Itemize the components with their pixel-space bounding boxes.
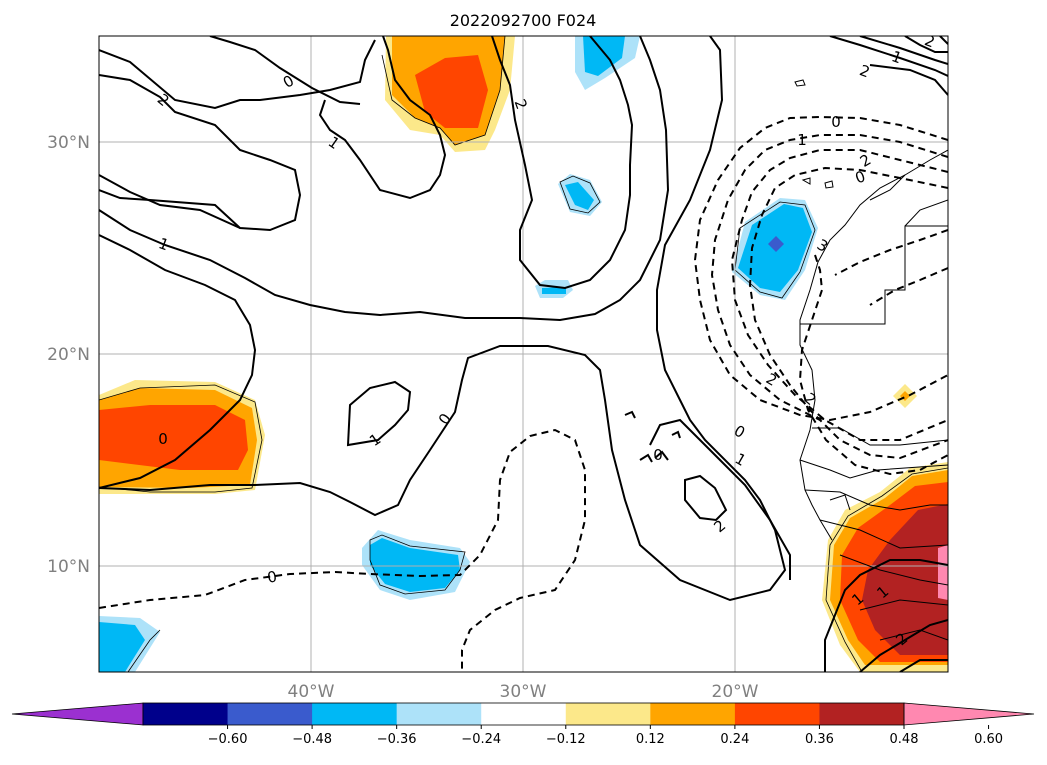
contour-label: 0: [831, 113, 841, 131]
map-area: 2 0 1 2 0 1 2 0 1 1 0 0 0 1 2 2 2 2 1 0 …: [99, 31, 948, 672]
colorbar-segment: [650, 703, 736, 725]
cold-anomaly-deep: [583, 36, 625, 76]
colorbar-tick-label: −0.12: [546, 732, 586, 747]
colorbar-tick-label: 0.48: [890, 732, 919, 747]
colorbar-extend-high: [903, 702, 1035, 726]
warm-anomaly-red: [99, 405, 248, 470]
contour-label: 3: [814, 235, 831, 255]
contour-label: 1: [325, 133, 343, 153]
contour-label: 0: [158, 430, 168, 448]
contour-label: 2: [801, 389, 820, 409]
contour-label: 0: [653, 446, 663, 464]
colorbar-segment: [734, 703, 820, 725]
contour-label: 1: [366, 430, 384, 450]
contour-label: 2: [922, 31, 937, 51]
latitude-labels: 30°N 20°N 10°N: [47, 133, 90, 577]
map-frame: [98, 35, 949, 673]
cold-anomaly-core: [768, 236, 784, 252]
colorbar-extend-low: [11, 702, 144, 726]
lon-label-40w: 40°W: [288, 682, 335, 702]
dashed-contours: [99, 115, 948, 672]
contour-labels: 2 0 1 2 0 1 2 0 1 1 0 0 0 1 2 2 2 2 1 0 …: [154, 31, 938, 649]
lon-label-20w: 20°W: [712, 682, 759, 702]
colorbar-tick-label: −0.36: [377, 732, 417, 747]
lat-label-20n: 20°N: [47, 345, 90, 365]
coastlines: [794, 79, 948, 641]
contour-label: 1: [156, 234, 171, 254]
lat-label-30n: 30°N: [47, 133, 90, 153]
colorbar-tick-label: 0.12: [636, 732, 665, 747]
contour-label: 2: [857, 61, 872, 81]
colorbar-tick-label: 0.60: [974, 732, 1003, 747]
graticule: [99, 36, 948, 672]
colorbar-tick-label: −0.24: [461, 732, 501, 747]
cold-anomaly-deep: [565, 182, 594, 210]
longitude-labels: 40°W 30°W 20°W: [288, 682, 759, 702]
warm-anomaly-pink: [938, 545, 948, 600]
map-title: 2022092700 F024: [450, 11, 597, 30]
colorbar-segment: [312, 703, 398, 725]
cold-anomaly-deep: [370, 538, 460, 592]
colorbar-segment: [565, 703, 651, 725]
colorbar-segment: [481, 703, 567, 725]
colorbar-segment: [396, 703, 482, 725]
colorbar-tick-label: 0.36: [805, 732, 834, 747]
contour-label: 1: [797, 131, 807, 149]
contour-label: 1: [732, 449, 749, 469]
colorbar-tick-label: −0.60: [208, 732, 248, 747]
anomaly-shading: [99, 36, 948, 672]
colorbar-tick-label: −0.48: [292, 732, 332, 747]
colorbar-tick-label: 0.24: [720, 732, 749, 747]
colorbar: −0.60 −0.48 −0.36 −0.24 −0.12 0.12 0.24 0.36 0.4…: [11, 702, 1035, 747]
contour-label: 0: [266, 567, 279, 586]
anomaly-outlines: [99, 36, 948, 672]
contour-label: 0: [731, 421, 748, 441]
colorbar-segment: [819, 703, 905, 725]
cold-anomaly-deep: [542, 287, 566, 294]
cold-anomaly-deep: [99, 622, 145, 672]
contour-label: 1: [889, 47, 904, 67]
contour-label: 2: [710, 516, 729, 536]
lon-label-30w: 30°W: [500, 682, 547, 702]
warm-anomaly-darkred: [862, 504, 948, 655]
colorbar-segment: [143, 703, 229, 725]
contour-label: 2: [511, 97, 531, 112]
colorbar-frame: [142, 702, 905, 726]
lat-label-10n: 10°N: [47, 557, 90, 577]
colorbar-segment: [227, 703, 313, 725]
warm-anomaly-red: [415, 55, 488, 128]
contour-label: 0: [435, 410, 455, 428]
contour-label: 0: [280, 71, 297, 91]
solid-contours: [99, 36, 948, 672]
